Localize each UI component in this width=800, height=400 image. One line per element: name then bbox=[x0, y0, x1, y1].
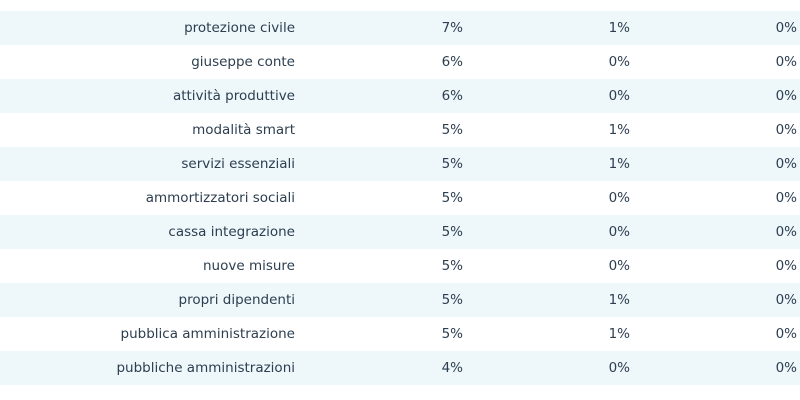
value-cell: 6% bbox=[441, 88, 463, 104]
value-cell: 0% bbox=[775, 224, 797, 240]
row-label: ammortizzatori sociali bbox=[145, 190, 295, 206]
value-cell: 0% bbox=[775, 326, 797, 342]
value-cell: 5% bbox=[441, 292, 463, 308]
value-cell: 5% bbox=[441, 122, 463, 138]
row-label: pubblica amministrazione bbox=[120, 326, 296, 342]
row-label: attività produttive bbox=[172, 88, 295, 104]
row-label: giuseppe conte bbox=[191, 54, 295, 70]
value-cell: 1% bbox=[608, 326, 630, 342]
table-row: nuove misure 5% 0% 0% bbox=[0, 249, 800, 283]
value-cell: 0% bbox=[775, 122, 797, 138]
table-row: servizi essenziali 5% 1% 0% bbox=[0, 147, 800, 181]
value-cell: 0% bbox=[775, 360, 797, 376]
value-cell: 0% bbox=[775, 20, 797, 36]
row-label: nuove misure bbox=[202, 258, 295, 274]
row-label: servizi essenziali bbox=[181, 156, 295, 172]
value-cell: 0% bbox=[608, 88, 630, 104]
value-cell: 1% bbox=[608, 292, 630, 308]
row-label: cassa integrazione bbox=[168, 224, 295, 240]
value-cell: 1% bbox=[608, 156, 630, 172]
value-cell: 0% bbox=[608, 54, 630, 70]
value-cell: 0% bbox=[608, 360, 630, 376]
table-row: protezione civile 7% 1% 0% bbox=[0, 11, 800, 45]
value-cell: 1% bbox=[608, 122, 630, 138]
value-cell: 0% bbox=[775, 54, 797, 70]
table-row: cassa integrazione 5% 0% 0% bbox=[0, 215, 800, 249]
value-cell: 0% bbox=[608, 258, 630, 274]
value-cell: 4% bbox=[441, 360, 463, 376]
table-row: pubbliche amministrazioni 4% 0% 0% bbox=[0, 351, 800, 385]
row-label: modalità smart bbox=[192, 122, 295, 138]
value-cell: 6% bbox=[441, 54, 463, 70]
value-cell: 5% bbox=[441, 156, 463, 172]
value-cell: 1% bbox=[608, 20, 630, 36]
table-row: modalità smart 5% 1% 0% bbox=[0, 113, 800, 147]
value-cell: 5% bbox=[441, 326, 463, 342]
value-cell: 5% bbox=[441, 190, 463, 206]
value-cell: 0% bbox=[775, 258, 797, 274]
value-cell: 7% bbox=[441, 20, 463, 36]
value-cell: 0% bbox=[775, 156, 797, 172]
value-cell: 0% bbox=[608, 190, 630, 206]
row-label: pubbliche amministrazioni bbox=[116, 360, 295, 376]
value-cell: 0% bbox=[775, 190, 797, 206]
table-row: giuseppe conte 6% 0% 0% bbox=[0, 45, 800, 79]
row-label: propri dipendenti bbox=[178, 292, 295, 308]
value-cell: 0% bbox=[775, 292, 797, 308]
table-row: ammortizzatori sociali 5% 0% 0% bbox=[0, 181, 800, 215]
table-row: attività produttive 6% 0% 0% bbox=[0, 79, 800, 113]
row-label: protezione civile bbox=[184, 20, 295, 36]
table-row: pubblica amministrazione 5% 1% 0% bbox=[0, 317, 800, 351]
value-cell: 5% bbox=[441, 224, 463, 240]
value-cell: 0% bbox=[775, 88, 797, 104]
value-cell: 5% bbox=[441, 258, 463, 274]
value-cell: 0% bbox=[608, 224, 630, 240]
table-row: propri dipendenti 5% 1% 0% bbox=[0, 283, 800, 317]
